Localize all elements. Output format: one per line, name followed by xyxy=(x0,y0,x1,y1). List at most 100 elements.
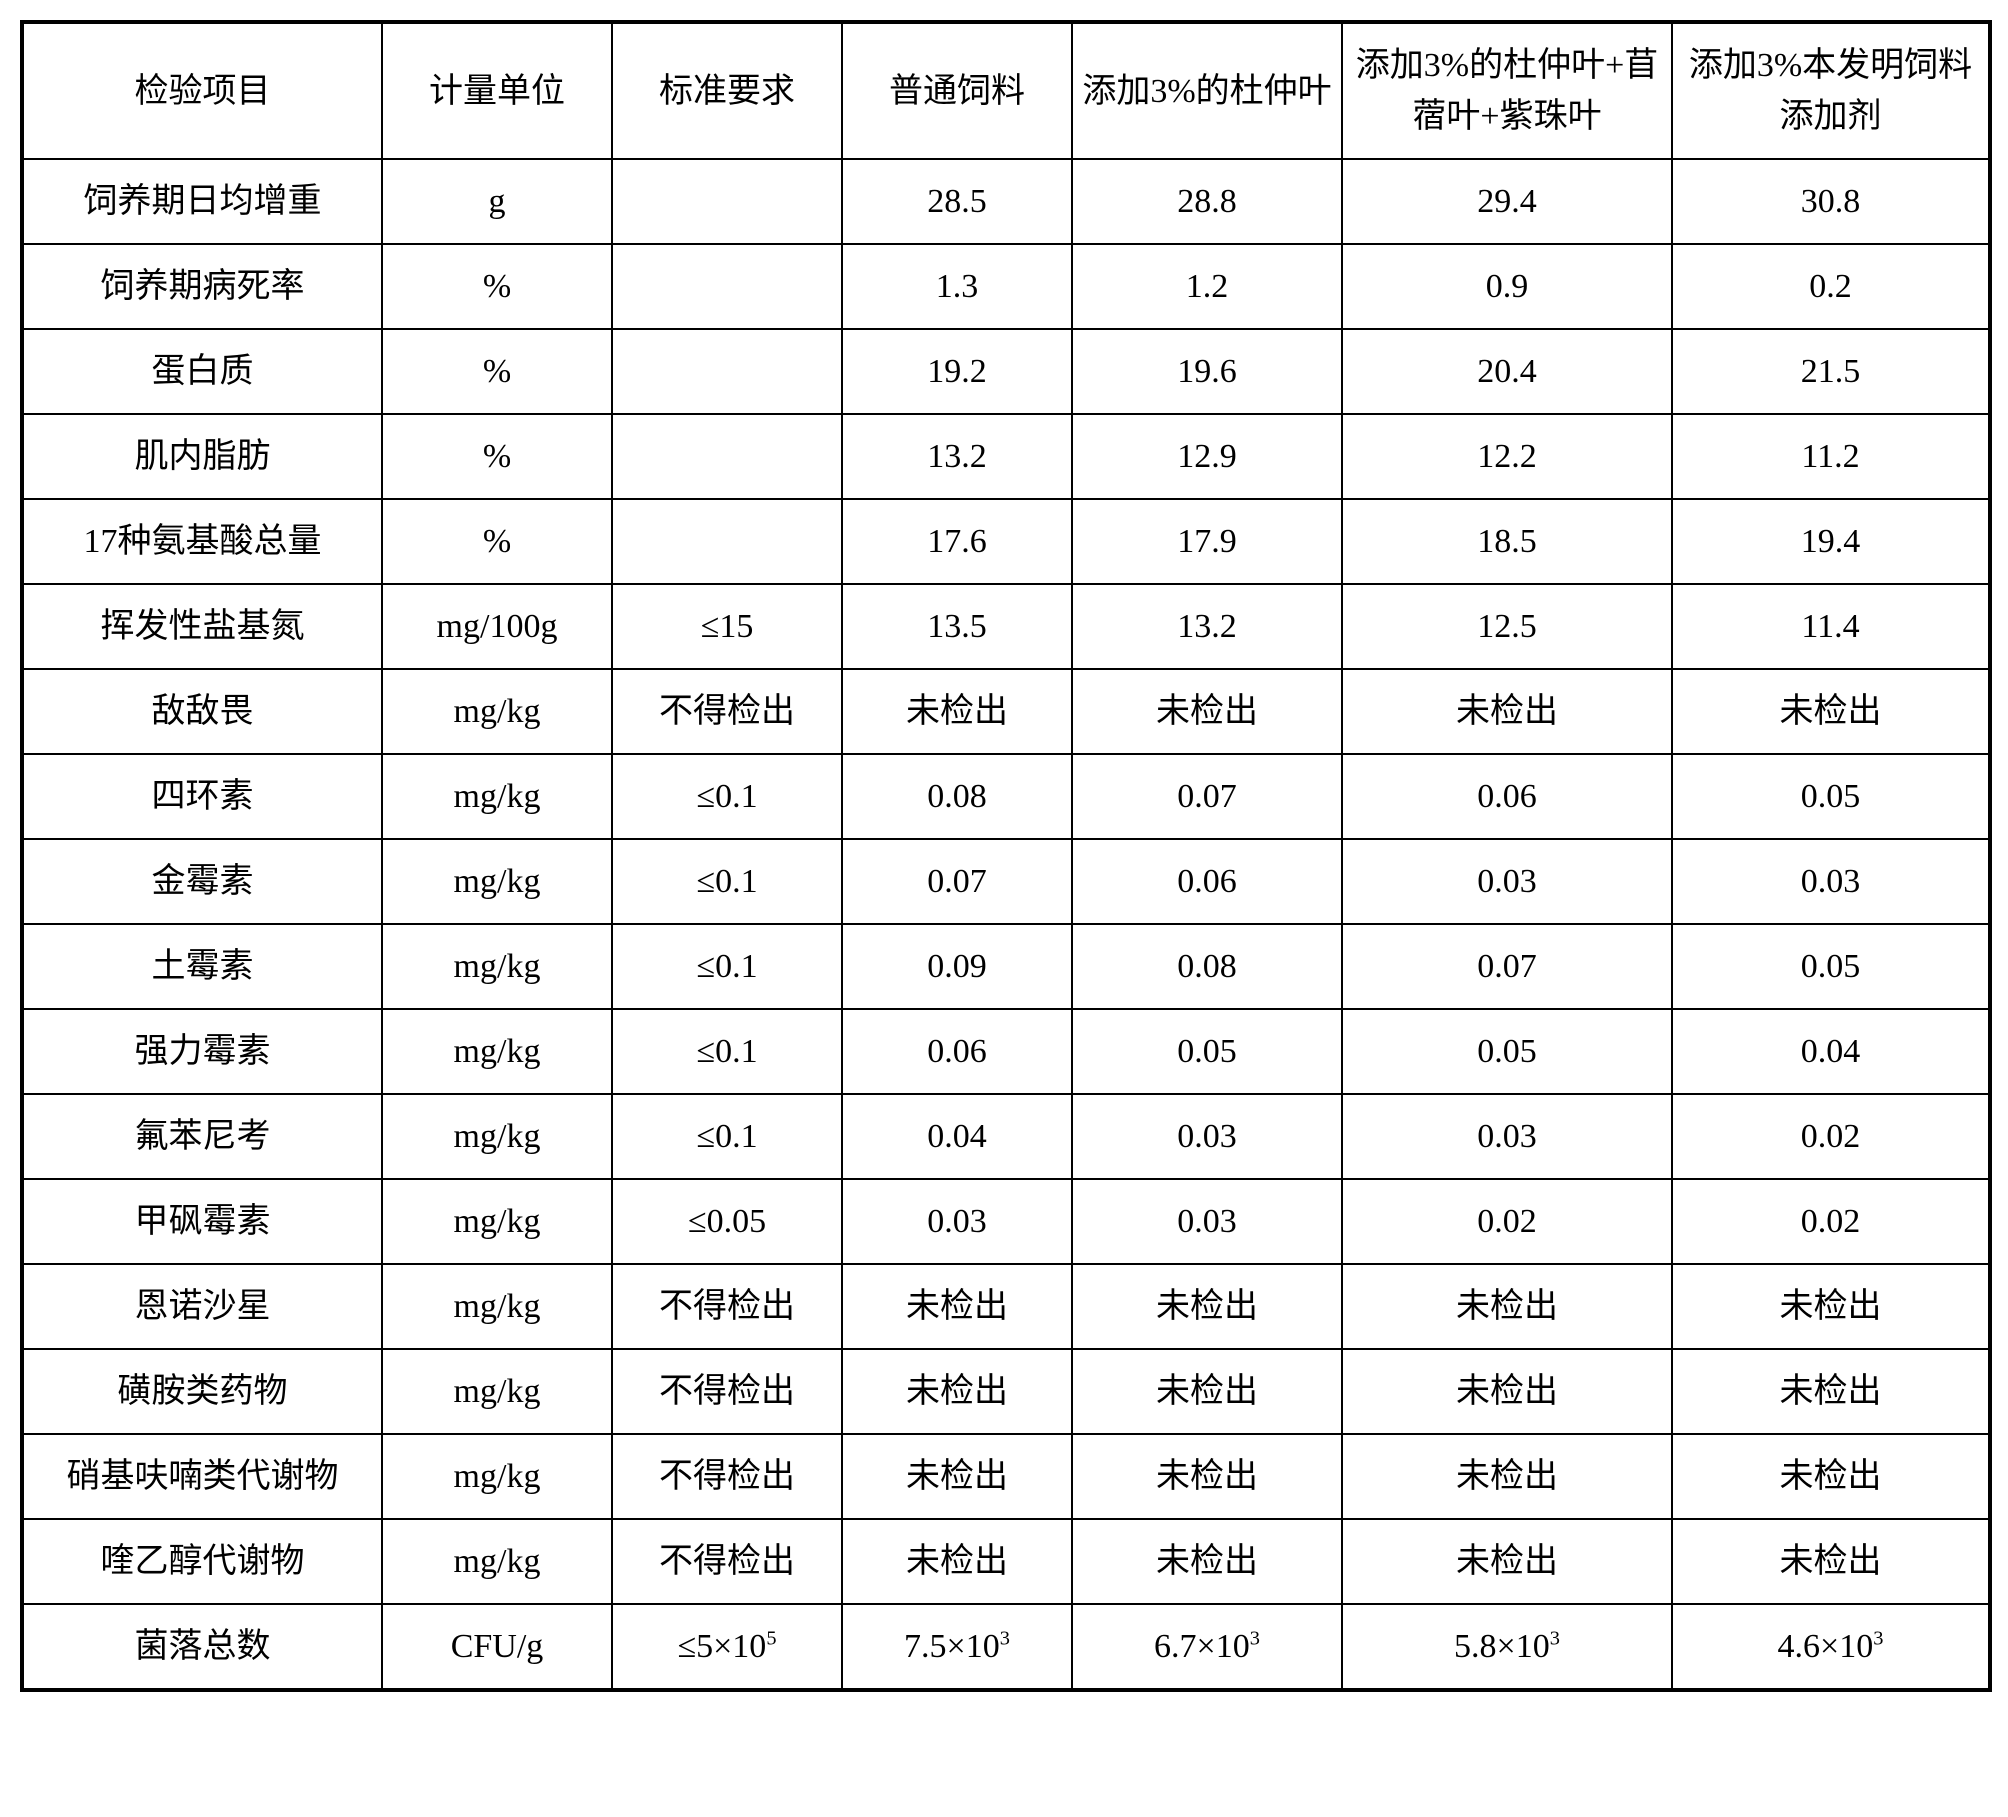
table-cell: 1.2 xyxy=(1072,244,1342,329)
table-cell: 未检出 xyxy=(842,1519,1072,1604)
table-cell: 未检出 xyxy=(842,1264,1072,1349)
table-row: 磺胺类药物mg/kg不得检出未检出未检出未检出未检出 xyxy=(22,1349,1990,1434)
table-cell: 磺胺类药物 xyxy=(22,1349,382,1434)
table-cell: 未检出 xyxy=(1672,1519,1990,1604)
table-cell: 0.07 xyxy=(842,839,1072,924)
col-header-3: 普通饲料 xyxy=(842,22,1072,159)
table-cell: 0.03 xyxy=(1072,1179,1342,1264)
table-cell: ≤15 xyxy=(612,584,842,669)
table-cell: 0.2 xyxy=(1672,244,1990,329)
table-cell: 氟苯尼考 xyxy=(22,1094,382,1179)
table-cell: 12.5 xyxy=(1342,584,1672,669)
table-cell: 7.5×103 xyxy=(842,1604,1072,1690)
table-cell: 12.9 xyxy=(1072,414,1342,499)
table-cell: ≤5×105 xyxy=(612,1604,842,1690)
table-cell xyxy=(612,329,842,414)
table-row: 17种氨基酸总量%17.617.918.519.4 xyxy=(22,499,1990,584)
table-row: 强力霉素mg/kg≤0.10.060.050.050.04 xyxy=(22,1009,1990,1094)
table-row: 四环素mg/kg≤0.10.080.070.060.05 xyxy=(22,754,1990,839)
table-cell: 甲砜霉素 xyxy=(22,1179,382,1264)
table-cell: mg/kg xyxy=(382,669,612,754)
table-row: 喹乙醇代谢物mg/kg不得检出未检出未检出未检出未检出 xyxy=(22,1519,1990,1604)
table-cell: 未检出 xyxy=(842,1349,1072,1434)
table-cell: % xyxy=(382,329,612,414)
col-header-1: 计量单位 xyxy=(382,22,612,159)
table-cell: mg/kg xyxy=(382,754,612,839)
table-cell: 不得检出 xyxy=(612,669,842,754)
table-cell: 5.8×103 xyxy=(1342,1604,1672,1690)
table-cell: 未检出 xyxy=(1342,1264,1672,1349)
table-cell: 12.2 xyxy=(1342,414,1672,499)
table-cell: 0.08 xyxy=(842,754,1072,839)
table-cell: 不得检出 xyxy=(612,1264,842,1349)
table-cell: 喹乙醇代谢物 xyxy=(22,1519,382,1604)
table-row: 土霉素mg/kg≤0.10.090.080.070.05 xyxy=(22,924,1990,1009)
header-row: 检验项目 计量单位 标准要求 普通饲料 添加3%的杜仲叶 添加3%的杜仲叶+苜蓿… xyxy=(22,22,1990,159)
col-header-2: 标准要求 xyxy=(612,22,842,159)
table-cell: 0.07 xyxy=(1342,924,1672,1009)
table-cell: 0.07 xyxy=(1072,754,1342,839)
table-cell: 未检出 xyxy=(1072,1349,1342,1434)
table-cell: 未检出 xyxy=(1672,669,1990,754)
table-row: 氟苯尼考mg/kg≤0.10.040.030.030.02 xyxy=(22,1094,1990,1179)
table-cell: 未检出 xyxy=(1342,1519,1672,1604)
table-cell: mg/kg xyxy=(382,1349,612,1434)
table-cell: mg/100g xyxy=(382,584,612,669)
table-cell: 0.03 xyxy=(1342,1094,1672,1179)
table-row: 饲养期病死率%1.31.20.90.2 xyxy=(22,244,1990,329)
table-cell: 未检出 xyxy=(1342,1349,1672,1434)
table-cell: 未检出 xyxy=(1072,1434,1342,1519)
table-cell: 未检出 xyxy=(842,1434,1072,1519)
table-cell: 0.03 xyxy=(1342,839,1672,924)
table-cell: 18.5 xyxy=(1342,499,1672,584)
table-cell: 0.02 xyxy=(1672,1179,1990,1264)
table-cell: 6.7×103 xyxy=(1072,1604,1342,1690)
table-cell xyxy=(612,414,842,499)
table-cell xyxy=(612,159,842,244)
table-cell: ≤0.05 xyxy=(612,1179,842,1264)
data-table: 检验项目 计量单位 标准要求 普通饲料 添加3%的杜仲叶 添加3%的杜仲叶+苜蓿… xyxy=(20,20,1992,1692)
table-cell: 硝基呋喃类代谢物 xyxy=(22,1434,382,1519)
table-cell: 19.6 xyxy=(1072,329,1342,414)
table-cell: 土霉素 xyxy=(22,924,382,1009)
table-cell: 0.05 xyxy=(1342,1009,1672,1094)
table-row: 饲养期日均增重g28.528.829.430.8 xyxy=(22,159,1990,244)
table-row: 蛋白质%19.219.620.421.5 xyxy=(22,329,1990,414)
table-cell: ≤0.1 xyxy=(612,839,842,924)
table-cell: 未检出 xyxy=(1342,669,1672,754)
table-cell: 四环素 xyxy=(22,754,382,839)
table-row: 肌内脂肪%13.212.912.211.2 xyxy=(22,414,1990,499)
table-cell: 未检出 xyxy=(1342,1434,1672,1519)
table-cell: ≤0.1 xyxy=(612,1009,842,1094)
table-cell: 0.06 xyxy=(1072,839,1342,924)
table-cell: 1.3 xyxy=(842,244,1072,329)
table-cell: 0.02 xyxy=(1672,1094,1990,1179)
table-cell: 挥发性盐基氮 xyxy=(22,584,382,669)
table-cell: 未检出 xyxy=(1072,669,1342,754)
table-cell: 21.5 xyxy=(1672,329,1990,414)
table-cell: 0.09 xyxy=(842,924,1072,1009)
table-cell: 0.05 xyxy=(1072,1009,1342,1094)
table-cell: CFU/g xyxy=(382,1604,612,1690)
table-cell: ≤0.1 xyxy=(612,924,842,1009)
table-cell: 0.05 xyxy=(1672,924,1990,1009)
table-cell: 19.2 xyxy=(842,329,1072,414)
table-cell: 0.03 xyxy=(1672,839,1990,924)
table-cell: 0.04 xyxy=(1672,1009,1990,1094)
table-cell: mg/kg xyxy=(382,1519,612,1604)
table-cell: 蛋白质 xyxy=(22,329,382,414)
table-cell: 0.03 xyxy=(842,1179,1072,1264)
table-cell: 11.2 xyxy=(1672,414,1990,499)
table-cell: 0.05 xyxy=(1672,754,1990,839)
table-cell: mg/kg xyxy=(382,1009,612,1094)
table-cell: mg/kg xyxy=(382,1264,612,1349)
table-row: 硝基呋喃类代谢物mg/kg不得检出未检出未检出未检出未检出 xyxy=(22,1434,1990,1519)
table-cell: 饲养期病死率 xyxy=(22,244,382,329)
table-cell: 未检出 xyxy=(1072,1519,1342,1604)
table-head: 检验项目 计量单位 标准要求 普通饲料 添加3%的杜仲叶 添加3%的杜仲叶+苜蓿… xyxy=(22,22,1990,159)
table-row: 金霉素mg/kg≤0.10.070.060.030.03 xyxy=(22,839,1990,924)
table-cell: mg/kg xyxy=(382,1179,612,1264)
table-cell: 不得检出 xyxy=(612,1519,842,1604)
table-cell: 28.5 xyxy=(842,159,1072,244)
table-cell: 0.04 xyxy=(842,1094,1072,1179)
